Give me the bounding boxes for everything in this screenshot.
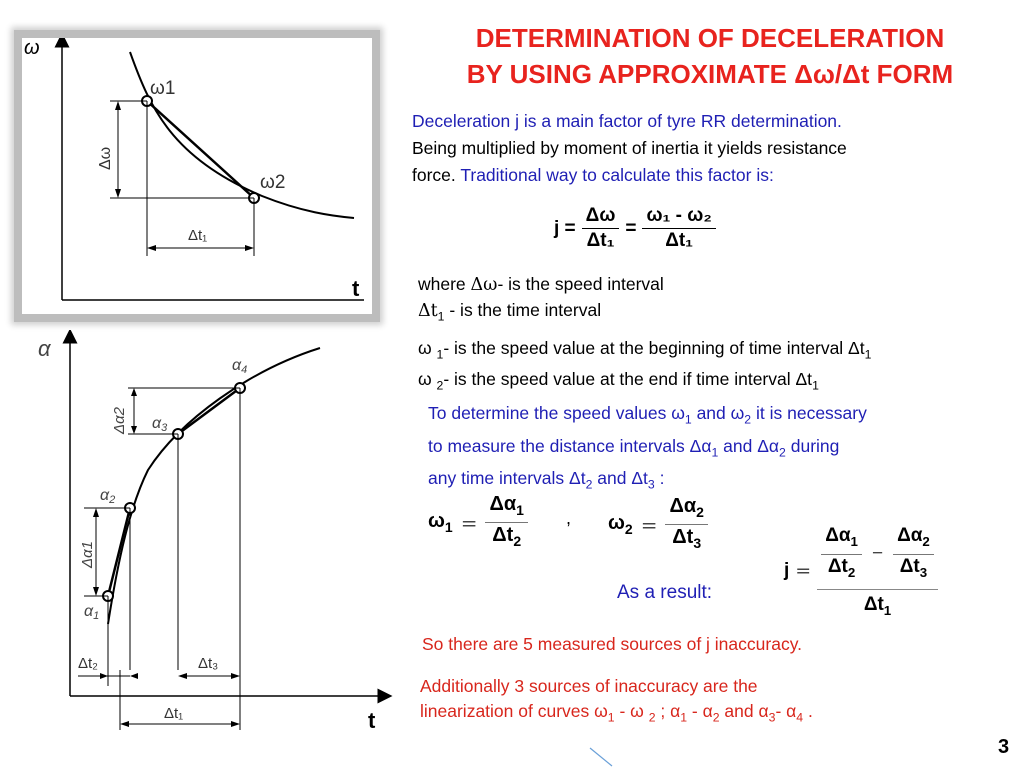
measurement-line-2: to measure the distance intervals Δα1 an…: [428, 435, 840, 460]
omega-time-figure: ω t ω1 ω2 Δω Δt₁: [14, 30, 380, 322]
definition-delta-t1: Δt1 - is the time interval: [418, 300, 602, 324]
delta-omega-label: Δω: [97, 147, 114, 170]
omega-difference-fraction: ω₁ - ω₂ Δt₁: [642, 204, 716, 253]
alpha1-over-t2-fraction: Δα1 Δt2: [821, 524, 862, 585]
fraction-denominator: Δt₁: [665, 230, 694, 251]
additional-line-2: linearization of curves ω1 - ω 2 ; α1 - …: [420, 701, 813, 725]
intro-paragraph: Deceleration j is a main factor of tyre …: [412, 108, 1012, 189]
decorative-stroke: [589, 747, 613, 767]
omega2-label: ω2: [260, 172, 285, 193]
alpha-axis-label: α: [38, 336, 52, 361]
omega-decay-curve: [129, 51, 355, 219]
page-number: 3: [998, 736, 1010, 758]
fraction-numerator: Δα1: [485, 492, 528, 523]
fraction-numerator: Δω: [581, 204, 620, 229]
compound-fraction: Δα1 Δt2 − Δα2 Δt3 Δt1: [817, 524, 938, 617]
slide-title: DETERMINATION OF DECELERATION BY USING A…: [420, 20, 1000, 92]
delta-t1-alpha-label: Δt₁: [164, 705, 183, 722]
definition-delta-omega: where Δω- is the speed interval: [418, 274, 664, 295]
measurement-line-3: any time intervals Δt2 and Δt3 :: [428, 468, 665, 492]
alpha-growth-curve: [107, 347, 321, 625]
delta-omega-over-delta-t-fraction: Δω Δt₁: [581, 204, 620, 253]
definition-omega2: ω 2- is the speed value at the end if ti…: [418, 369, 819, 393]
omega-time-graph: ω t ω1 ω2 Δω Δt₁: [24, 32, 364, 301]
intro-blue-fragment: Traditional way to calculate this factor…: [460, 165, 774, 185]
omega1-label: ω1: [150, 78, 175, 99]
inaccuracy-sources-statement: So there are 5 measured sources of j ina…: [422, 634, 803, 654]
delta-alpha2-label: Δα2: [111, 406, 128, 435]
omega2-equals: =: [640, 512, 658, 537]
delta-alpha1-label: Δα1: [79, 541, 96, 569]
delta-t3-label: Δt₃: [198, 655, 218, 672]
time-axis-label: t: [352, 276, 360, 301]
compound-numerator: Δα1 Δt2 − Δα2 Δt3: [817, 524, 938, 590]
alpha-time-axis-label: t: [368, 708, 376, 733]
alpha1-label: α1: [84, 603, 99, 622]
delta-t2-label: Δt₂: [78, 655, 98, 672]
alpha2-label: α2: [100, 487, 115, 506]
deceleration-formula: j = Δω Δt₁ = ω₁ - ω₂ Δt₁: [554, 204, 716, 253]
final-equals: =: [795, 559, 812, 582]
alpha-time-graph: α t α1 α2 α3 α4 Δα1 Δα2 Δt₂ Δt₃ Δt₁: [38, 330, 393, 733]
compound-denominator: Δt1: [863, 593, 892, 618]
formula-separator-comma: ,: [566, 508, 572, 528]
delta-t2-arrowheads: [100, 673, 138, 679]
formula-j-label: j =: [554, 217, 576, 239]
omega1-fraction: Δα1 Δt2: [485, 492, 528, 553]
fraction-denominator: Δt3: [672, 526, 702, 551]
additional-inaccuracy-statement: Additionally 3 sources of inaccuracy are…: [420, 674, 1000, 731]
omega-axis-label: ω: [24, 38, 40, 59]
definitions-list: where Δω- is the speed interval Δt1 - is…: [418, 272, 1018, 399]
alpha3-alpha4-chord: [177, 386, 241, 436]
fraction-denominator: Δt₁: [586, 230, 615, 251]
alpha4-label: α4: [232, 357, 247, 376]
definition-omega1: ω 1- is the speed value at the beginning…: [418, 337, 872, 362]
omega2-formula: ω2 = Δα2 Δt3: [608, 494, 708, 555]
final-deceleration-formula: j = Δα1 Δt2 − Δα2 Δt3 Δt1: [784, 524, 938, 617]
minus-sign: −: [871, 543, 884, 565]
final-j-symbol: j: [784, 559, 790, 581]
omega1-formula: ω1 = Δα1 Δt2: [428, 492, 528, 553]
title-line-1: DETERMINATION OF DECELERATION: [475, 23, 945, 53]
additional-line-1: Additionally 3 sources of inaccuracy are…: [420, 676, 758, 696]
omega2-symbol: ω2: [608, 512, 633, 537]
intro-black-line: Being multiplied by moment of inertia it…: [412, 138, 847, 158]
omega1-symbol: ω1: [428, 510, 453, 535]
alpha2-over-t3-fraction: Δα2 Δt3: [893, 524, 934, 585]
fraction-numerator: ω₁ - ω₂: [642, 204, 716, 229]
omega1-equals: =: [460, 510, 478, 535]
delta-t1-label: Δt₁: [188, 227, 207, 244]
title-line-2: BY USING APPROXIMATE Δω/Δt FORM: [466, 59, 954, 89]
intro-blue-line: Deceleration j is a main factor of tyre …: [412, 111, 842, 131]
result-label: As a result:: [617, 582, 713, 603]
measurement-line-1: To determine the speed values ω1 and ω2 …: [428, 403, 867, 427]
formula-equals: =: [625, 217, 637, 239]
delta-alpha1-arrowheads: [93, 508, 99, 596]
intro-mixed-line: force. Traditional way to calculate this…: [412, 162, 1012, 189]
measurement-paragraph: To determine the speed values ω1 and ω2 …: [428, 400, 1018, 498]
omega2-fraction: Δα2 Δt3: [665, 494, 708, 555]
alpha1-alpha2-chord: [106, 507, 132, 597]
intro-black-fragment: force.: [412, 165, 461, 185]
omega-chord: [146, 100, 255, 199]
fraction-denominator: Δt2: [492, 524, 522, 549]
fraction-numerator: Δα2: [665, 494, 708, 525]
alpha3-label: α3: [152, 415, 168, 434]
